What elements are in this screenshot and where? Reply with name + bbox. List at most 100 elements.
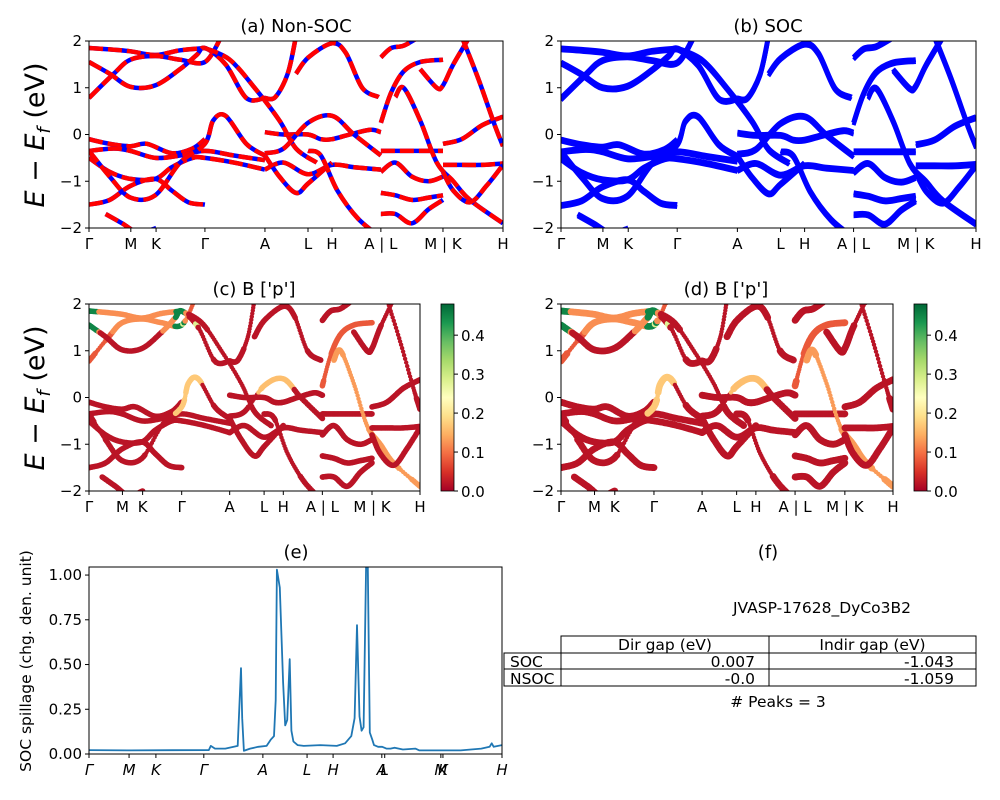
- y-tick-label: 0: [544, 126, 554, 144]
- band-point: [871, 342, 877, 347]
- band-point: [663, 297, 670, 304]
- band-point: [823, 296, 830, 303]
- band-line-red-dashed: [294, 41, 380, 100]
- plot-area: [89, 567, 502, 752]
- band-point: [355, 393, 360, 398]
- band-point: [192, 297, 198, 303]
- band-line-split: [933, 41, 976, 150]
- band-point: [841, 319, 849, 327]
- peaks-count: # Peaks = 3: [730, 693, 826, 711]
- band-point: [123, 492, 129, 498]
- band-point: [280, 422, 287, 429]
- band-point: [134, 491, 140, 497]
- band-point: [863, 297, 870, 304]
- band-line-red-dashed: [379, 160, 444, 184]
- band-point: [192, 298, 198, 304]
- band-line-split: [766, 43, 853, 102]
- band-point: [868, 332, 874, 337]
- band-point: [877, 363, 883, 369]
- y-tick-label: 2: [72, 32, 82, 50]
- y-tick-label: 0.75: [49, 611, 82, 629]
- band-point: [876, 360, 882, 365]
- table-cell-dir-gap: -0.0: [725, 670, 755, 688]
- band-point: [602, 492, 609, 499]
- band-point: [406, 367, 411, 372]
- band-line-split: [851, 60, 917, 126]
- y-tick-label: 1: [544, 79, 554, 97]
- band-point: [398, 342, 404, 347]
- band-line-split: [853, 193, 917, 205]
- x-tick-label: H: [414, 498, 425, 516]
- band-line-blue: [440, 163, 503, 205]
- colorbar-gradient: [913, 303, 928, 492]
- y-tick-label: −1: [532, 435, 554, 453]
- band-point: [889, 376, 893, 384]
- table-header-indir-gap: Indir gap (eV): [819, 636, 925, 654]
- band-point: [831, 403, 836, 408]
- band-point: [790, 356, 797, 364]
- band-point: [863, 296, 870, 303]
- band-line-split: [676, 48, 791, 167]
- band-point: [823, 304, 826, 305]
- x-tick-label: L: [260, 498, 269, 516]
- x-tick-label: M: [123, 761, 136, 779]
- band-line-split: [852, 162, 917, 186]
- plot-area: [89, 41, 503, 228]
- band-point: [791, 391, 799, 399]
- x-tick-label: Γ: [85, 235, 94, 253]
- x-tick-label: H: [496, 761, 507, 779]
- band-line-split: [561, 148, 738, 165]
- colorbar-tick-label: 0.3: [934, 366, 958, 384]
- table-cell-dir-gap: 0.007: [711, 653, 755, 671]
- table-cell: [768, 668, 977, 687]
- x-tick-label: A: [697, 498, 708, 516]
- x-tick-label: M | K: [826, 498, 865, 516]
- band-line: [561, 45, 678, 58]
- x-tick-label: L: [381, 761, 389, 779]
- band-point: [268, 422, 274, 429]
- x-tick-label: H: [497, 235, 508, 253]
- y-tick-label: −1: [60, 435, 82, 453]
- x-tick-label: A: [376, 761, 387, 779]
- y-tick-label: −1: [532, 172, 554, 190]
- band-line-split: [737, 130, 855, 145]
- table-header-dir-gap: Dir gap (eV): [618, 636, 712, 654]
- x-tick-label: H: [799, 235, 810, 253]
- x-tick-label: K: [151, 235, 162, 253]
- x-tick-label: H: [278, 498, 289, 516]
- band-point: [356, 396, 361, 401]
- x-tick-label: K: [623, 235, 634, 253]
- band-line: [737, 127, 855, 143]
- band-point: [351, 297, 357, 303]
- band-point: [393, 325, 399, 330]
- y-tick-label: 0.00: [49, 745, 82, 763]
- x-tick-label: H: [750, 498, 761, 516]
- band-line-red-dashed: [89, 154, 266, 183]
- colorbar-gradient: [440, 303, 455, 492]
- x-tick-label: M | K: [353, 498, 392, 516]
- band-line: [561, 176, 678, 208]
- colorbar-tick-label: 0.3: [461, 366, 485, 384]
- band-line-split: [561, 48, 738, 105]
- band-line-blue: [89, 45, 206, 58]
- band-line-red-dashed: [264, 127, 382, 143]
- panel-d-colorbar: 0.0 0.1 0.2 0.3 0.4: [913, 303, 958, 501]
- band-point: [879, 371, 885, 376]
- y-tick-label: −2: [532, 219, 554, 237]
- band-line-red-dashed: [418, 41, 470, 92]
- panel-e-title: (e): [283, 542, 308, 563]
- x-tick-label: A: [732, 235, 743, 253]
- band-line: [853, 190, 917, 203]
- band-point: [406, 371, 412, 376]
- band-point: [889, 424, 893, 432]
- band-point: [351, 297, 357, 303]
- x-tick-label: A | L: [778, 498, 812, 516]
- x-tick-label: Γ: [673, 235, 682, 253]
- band-point: [875, 356, 881, 361]
- band-point: [130, 492, 136, 498]
- band-line-red-dashed: [89, 137, 207, 156]
